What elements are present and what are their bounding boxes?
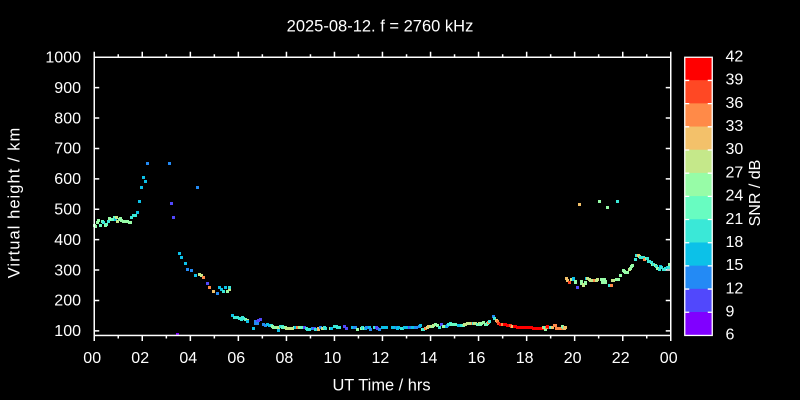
svg-text:10: 10	[324, 350, 342, 367]
svg-text:UT Time / hrs: UT Time / hrs	[332, 377, 430, 395]
svg-text:12: 12	[726, 280, 744, 297]
svg-text:16: 16	[468, 350, 486, 367]
svg-text:300: 300	[54, 262, 81, 279]
svg-text:2025-08-12. f = 2760 kHz: 2025-08-12. f = 2760 kHz	[287, 18, 474, 36]
svg-text:400: 400	[54, 232, 81, 249]
svg-text:04: 04	[179, 350, 197, 367]
svg-text:SNR / dB: SNR / dB	[747, 160, 764, 227]
svg-text:1000: 1000	[45, 50, 81, 67]
svg-text:18: 18	[516, 350, 534, 367]
svg-text:22: 22	[612, 350, 630, 367]
svg-text:21: 21	[726, 211, 744, 228]
svg-text:33: 33	[726, 118, 744, 135]
svg-text:14: 14	[420, 350, 438, 367]
svg-text:42: 42	[726, 49, 744, 66]
svg-text:600: 600	[54, 171, 81, 188]
svg-text:200: 200	[54, 293, 81, 310]
svg-text:27: 27	[726, 164, 744, 181]
svg-text:02: 02	[131, 350, 149, 367]
svg-text:30: 30	[726, 141, 744, 158]
svg-text:500: 500	[54, 202, 81, 219]
svg-text:08: 08	[276, 350, 294, 367]
svg-text:36: 36	[726, 95, 744, 112]
svg-text:100: 100	[54, 323, 81, 340]
svg-text:00: 00	[660, 350, 678, 367]
svg-text:24: 24	[726, 188, 744, 205]
svg-text:900: 900	[54, 80, 81, 97]
svg-text:Virtual height / km: Virtual height / km	[6, 127, 24, 279]
svg-text:800: 800	[54, 110, 81, 127]
svg-text:39: 39	[726, 72, 744, 89]
svg-text:00: 00	[83, 350, 101, 367]
svg-text:20: 20	[564, 350, 582, 367]
svg-text:18: 18	[726, 234, 744, 251]
svg-text:06: 06	[227, 350, 245, 367]
svg-text:700: 700	[54, 141, 81, 158]
svg-text:6: 6	[726, 327, 735, 344]
svg-text:9: 9	[726, 304, 735, 321]
svg-text:12: 12	[372, 350, 390, 367]
svg-text:15: 15	[726, 257, 744, 274]
